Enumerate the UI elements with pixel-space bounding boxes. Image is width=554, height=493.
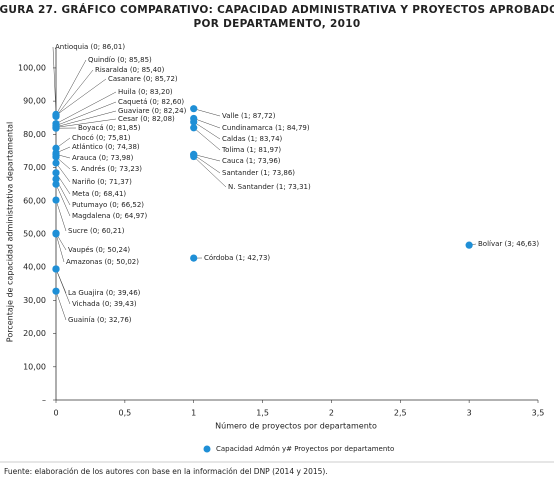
point-label: La Guajira (0; 39,46) — [68, 289, 141, 297]
legend-marker — [204, 446, 211, 453]
point — [52, 196, 59, 203]
point-label: S. Andrés (0; 73,23) — [72, 165, 142, 173]
y-tick-label: 10,00 — [23, 362, 46, 371]
point-label: Cundinamarca (1; 84,79) — [222, 124, 310, 132]
x-tick-label: 2 — [329, 409, 334, 418]
point-label: Caldas (1; 83,74) — [222, 135, 283, 143]
point-label: Huila (0; 83,20) — [118, 88, 173, 96]
point-label: Boyacá (0; 81,85) — [78, 124, 141, 132]
point — [52, 230, 59, 237]
x-tick-label: 2,5 — [394, 409, 407, 418]
point-label: Sucre (0; 60,21) — [68, 227, 125, 235]
point-label: Caquetá (0; 82,60) — [118, 98, 184, 106]
y-tick-label: 90,00 — [23, 97, 46, 106]
point — [52, 288, 59, 295]
y-axis-label: Porcentaje de capacidad administrativa d… — [6, 122, 15, 342]
point-label: Arauca (0; 73,98) — [72, 154, 134, 162]
point — [190, 105, 197, 112]
source-note: Fuente: elaboración de los autores con b… — [4, 467, 328, 476]
point-label: Magdalena (0; 64,97) — [72, 212, 148, 220]
point-label: Guaviare (0; 82,24) — [118, 107, 187, 115]
point — [52, 181, 59, 188]
point-label: Atlántico (0; 74,38) — [72, 143, 140, 151]
x-axis-label: Número de proyectos por departamento — [215, 422, 377, 431]
point — [52, 265, 59, 272]
point — [52, 125, 59, 132]
chart-title: POR DEPARTAMENTO, 2010 — [194, 18, 361, 30]
point-label: Casanare (0; 85,72) — [108, 75, 178, 83]
x-tick-label: 1,5 — [256, 409, 269, 418]
y-tick-label: 70,00 — [23, 163, 46, 172]
y-tick-label: – — [42, 396, 46, 405]
point-label: Antioquia (0; 86,01) — [55, 43, 125, 51]
y-tick-label: 60,00 — [23, 196, 46, 205]
point-label: Bolívar (3; 46,63) — [478, 240, 539, 248]
point-label: Nariño (0; 71,37) — [72, 178, 132, 186]
point-label: Quindío (0; 85,85) — [88, 56, 152, 64]
point-label: Amazonas (0; 50,02) — [66, 258, 139, 266]
point-label: N. Santander (1; 73,31) — [228, 183, 311, 191]
chart-title: FIGURA 27. GRÁFICO COMPARATIVO: CAPACIDA… — [0, 3, 554, 16]
point-label: Risaralda (0; 85,40) — [95, 66, 165, 74]
x-tick-label: 0,5 — [118, 409, 131, 418]
point — [52, 153, 59, 160]
x-tick-label: 3,5 — [532, 409, 545, 418]
y-tick-label: 30,00 — [23, 296, 46, 305]
point-label: Meta (0; 68,41) — [72, 190, 126, 198]
y-tick-label: 100,00 — [18, 63, 46, 72]
point-label: Santander (1; 73,86) — [222, 169, 295, 177]
legend-label: Capacidad Admón y# Proyectos por departa… — [216, 445, 394, 453]
point-label: Vaupés (0; 50,24) — [68, 246, 130, 254]
x-tick-label: 1 — [191, 409, 196, 418]
point-label: Putumayo (0; 66,52) — [72, 201, 144, 209]
point — [52, 112, 59, 119]
point-label: Chocó (0; 75,81) — [72, 134, 131, 142]
y-tick-label: 20,00 — [23, 329, 46, 338]
point-label: Valle (1; 87,72) — [222, 112, 276, 120]
point — [466, 242, 473, 249]
x-tick-label: 0 — [53, 409, 58, 418]
point-label: Vichada (0; 39,43) — [72, 300, 137, 308]
point — [190, 153, 197, 160]
point — [52, 159, 59, 166]
point-label: Tolima (1; 81,97) — [221, 146, 281, 154]
point — [52, 169, 59, 176]
y-tick-label: 50,00 — [23, 229, 46, 238]
point-label: Cesar (0; 82,08) — [118, 115, 175, 123]
point — [190, 124, 197, 131]
y-tick-label: 40,00 — [23, 263, 46, 272]
point-label: Cauca (1; 73,96) — [222, 157, 281, 165]
point — [190, 255, 197, 262]
point-label: Córdoba (1; 42,73) — [204, 254, 270, 262]
point-label: Guainía (0; 32,76) — [68, 316, 132, 324]
y-tick-label: 80,00 — [23, 130, 46, 139]
x-tick-label: 3 — [467, 409, 472, 418]
